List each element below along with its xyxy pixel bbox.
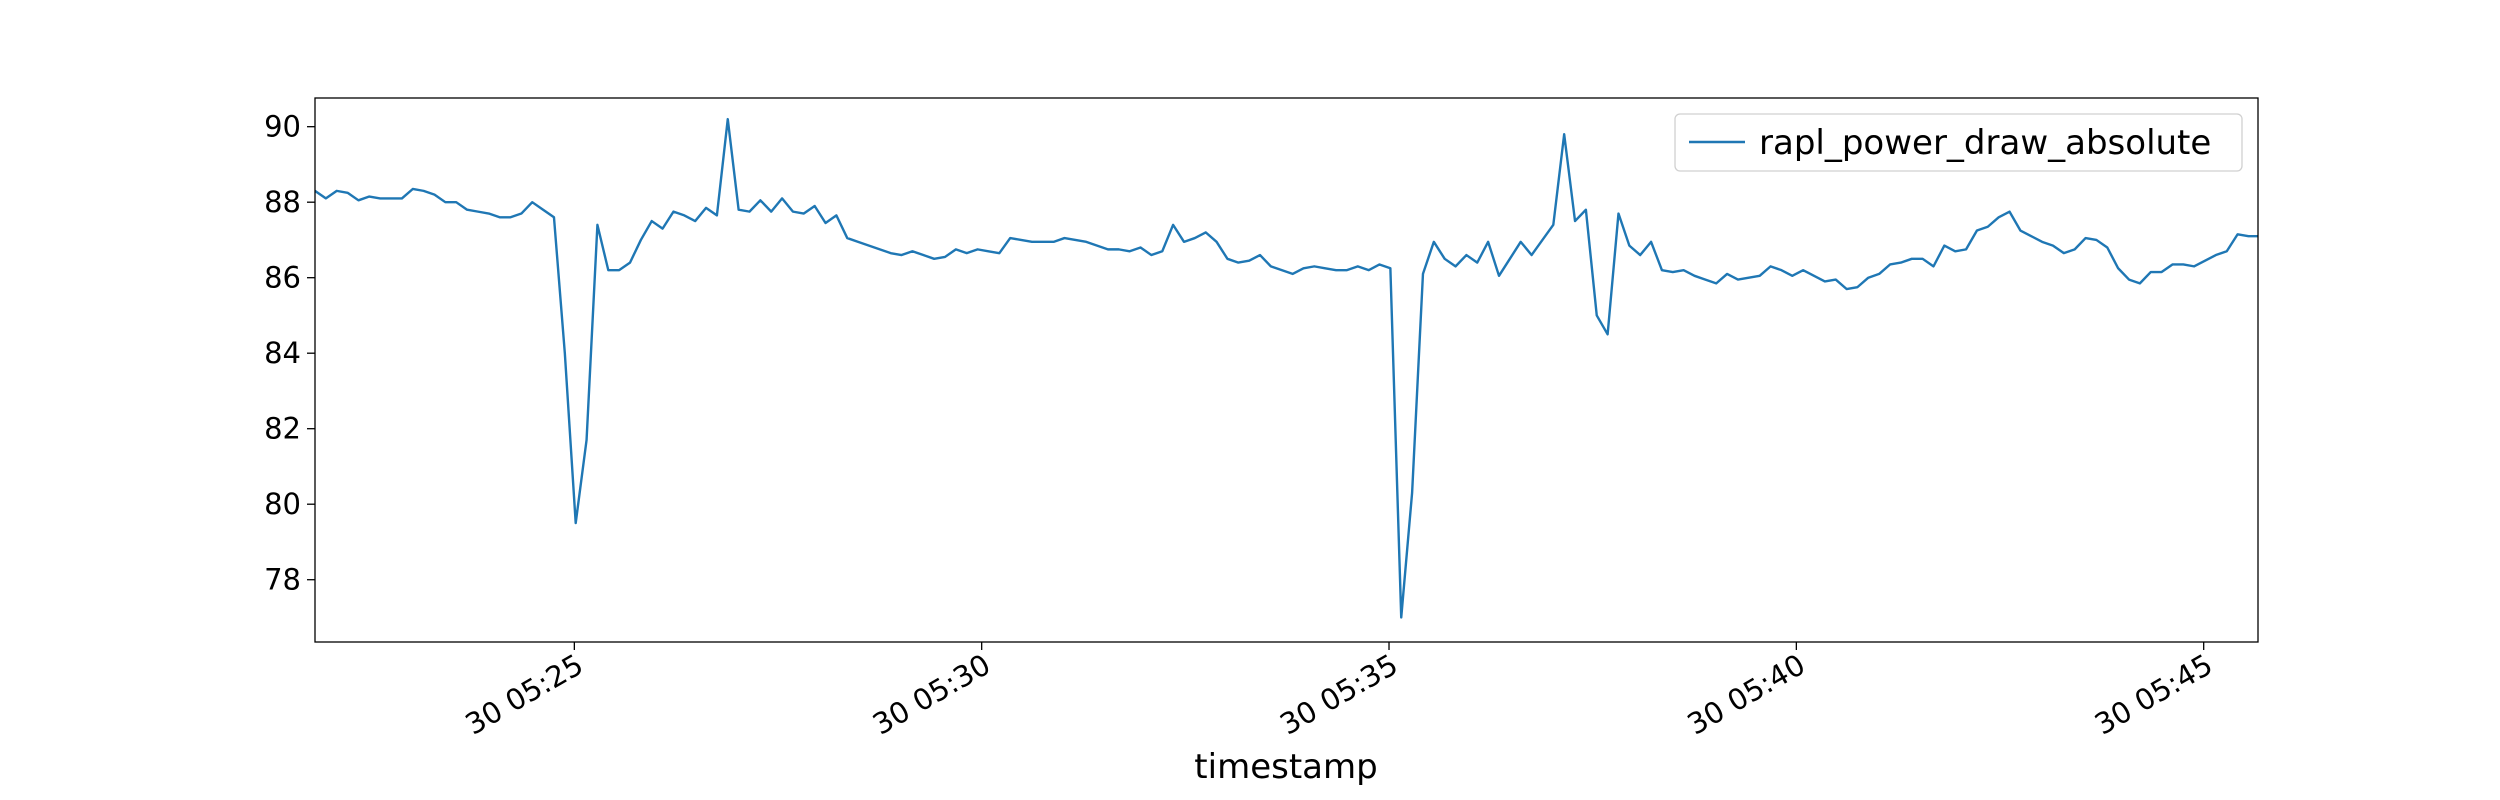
x-tick-label: 30 05:40 — [1682, 647, 1811, 741]
line — [315, 117, 2258, 619]
axes-frame — [314, 97, 2259, 643]
y-tick-label: 88 — [264, 185, 301, 219]
legend-label: rapl_power_draw_absolute — [1759, 123, 2211, 163]
x-tick-label: 30 05:35 — [1274, 647, 1403, 741]
x-tick-label: 30 05:25 — [460, 647, 589, 741]
y-tick-label: 84 — [264, 336, 301, 370]
x-tick-label: 30 05:45 — [2089, 647, 2218, 741]
y-tick-label: 86 — [264, 261, 301, 295]
y-tick-label: 78 — [264, 563, 301, 597]
y-tick-label: 80 — [264, 487, 301, 521]
x-tick-label: 30 05:30 — [867, 647, 996, 741]
y-tick-label: 82 — [264, 412, 301, 446]
legend-box — [1674, 113, 2243, 172]
y-tick-label: 90 — [264, 110, 301, 144]
x-axis-label: timestamp — [1194, 747, 1377, 787]
